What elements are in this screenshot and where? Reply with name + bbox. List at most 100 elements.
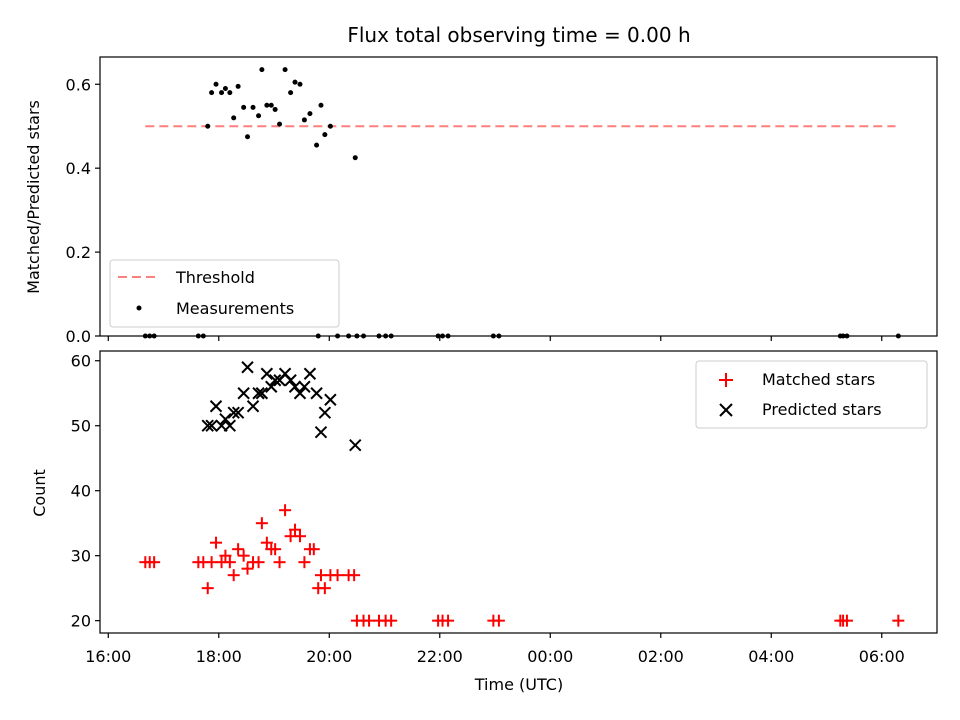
top-y-tick-label: 0.4 xyxy=(66,159,91,178)
measurement-point xyxy=(227,90,233,96)
measurement-point xyxy=(352,155,358,161)
predicted-star-point xyxy=(318,406,332,419)
top-legend: Threshold Measurements xyxy=(109,259,340,328)
matched-stars-points xyxy=(139,504,905,627)
matched-star-point xyxy=(385,614,398,627)
bottom-x-tick-label: 06:00 xyxy=(859,647,905,666)
x-axis-label: Time (UTC) xyxy=(474,675,563,694)
bottom-x-tick-label: 18:00 xyxy=(196,647,242,666)
measurement-point xyxy=(241,104,247,110)
legend-measurements-label: Measurements xyxy=(176,299,294,318)
measurement-point xyxy=(235,83,241,89)
matched-star-point xyxy=(227,569,240,582)
predicted-star-point xyxy=(324,393,337,406)
predicted-star-point xyxy=(223,419,237,432)
measurement-point xyxy=(318,102,324,108)
legend-threshold-label: Threshold xyxy=(175,268,255,287)
bottom-panel: 20 30 40 50 60 16:00 18:00 20:00 22:00 00:00 02:0… xyxy=(30,350,938,694)
top-y-axis-label: Matched/Predicted stars xyxy=(24,100,43,294)
top-y-tick-label: 0.6 xyxy=(66,75,91,94)
measurement-point xyxy=(288,90,294,96)
matched-star-point xyxy=(237,549,250,562)
predicted-star-point xyxy=(255,387,269,400)
measurement-point xyxy=(268,102,274,108)
matched-star-point xyxy=(289,523,302,536)
predicted-star-point xyxy=(205,419,218,432)
bottom-y-tick-label: 60 xyxy=(71,352,91,371)
predicted-star-point xyxy=(265,380,278,393)
predicted-star-point xyxy=(219,413,232,426)
predicted-star-point xyxy=(284,374,297,387)
top-y-tick-label: 0.2 xyxy=(66,243,91,262)
measurement-point xyxy=(292,79,298,85)
measurement-point xyxy=(297,81,303,87)
bottom-x-tick-label: 22:00 xyxy=(417,647,463,666)
matched-star-point xyxy=(201,582,214,595)
measurement-point xyxy=(301,117,307,123)
measurement-point xyxy=(322,132,328,138)
bottom-x-tick-label: 02:00 xyxy=(638,647,684,666)
matched-star-point xyxy=(348,569,361,582)
predicted-star-point xyxy=(314,426,328,439)
top-y-ticks: 0.0 0.2 0.4 0.6 xyxy=(66,75,100,346)
matched-star-point xyxy=(210,536,223,549)
matched-star-point xyxy=(840,614,853,627)
predicted-star-point xyxy=(227,406,240,419)
top-panel: 0.0 0.2 0.4 0.6 Matched/Predicted stars Thr… xyxy=(24,56,938,346)
bottom-x-ticks: 16:00 18:00 20:00 22:00 00:00 02:00 04:00 06:00 xyxy=(85,633,905,666)
legend-predicted-label: Predicted stars xyxy=(762,400,882,419)
matched-star-point xyxy=(318,582,331,595)
measurement-point xyxy=(256,113,262,119)
matched-star-point xyxy=(298,556,311,569)
matched-star-point xyxy=(269,543,282,556)
matched-star-point xyxy=(892,614,905,627)
predicted-star-point xyxy=(349,439,362,452)
predicted-star-point xyxy=(252,387,265,400)
bottom-x-tick-label: 20:00 xyxy=(306,647,352,666)
predicted-star-point xyxy=(241,361,254,374)
bottom-x-tick-label: 16:00 xyxy=(85,647,131,666)
measurement-point xyxy=(245,134,251,140)
predicted-star-point xyxy=(209,400,223,413)
top-axes-frame xyxy=(99,56,938,337)
measurement-point xyxy=(259,67,265,73)
measurement-point xyxy=(272,106,278,112)
matched-star-point xyxy=(219,549,232,562)
matched-star-point xyxy=(260,536,273,549)
matched-star-point xyxy=(223,556,236,569)
predicted-star-point xyxy=(310,387,323,400)
bottom-y-ticks: 20 30 40 50 60 xyxy=(71,352,100,631)
measurement-point xyxy=(231,115,237,121)
predicted-star-point xyxy=(303,367,317,380)
matched-star-point xyxy=(252,556,265,569)
measurement-point xyxy=(219,90,225,96)
bottom-y-tick-label: 20 xyxy=(71,612,91,631)
measurement-point xyxy=(327,123,333,129)
top-legend-box xyxy=(109,259,340,328)
bottom-y-tick-label: 40 xyxy=(71,482,91,501)
bottom-axes-frame xyxy=(99,350,938,634)
measurement-point xyxy=(307,111,313,117)
bottom-y-axis-label: Count xyxy=(30,469,49,517)
matched-star-point xyxy=(442,614,455,627)
measurement-point xyxy=(205,123,211,129)
measurement-point xyxy=(277,121,283,127)
bottom-legend: Matched stars Predicted stars xyxy=(695,360,928,429)
bottom-y-tick-label: 30 xyxy=(71,547,91,566)
predicted-star-point xyxy=(231,406,245,419)
measurement-point xyxy=(222,85,228,91)
bottom-x-tick-label: 00:00 xyxy=(527,647,573,666)
top-y-tick-label: 0.0 xyxy=(66,327,91,346)
matched-star-point xyxy=(232,543,245,556)
predicted-star-point xyxy=(298,380,311,393)
matched-star-point xyxy=(293,530,306,543)
measurement-point xyxy=(282,67,288,73)
measurement-point xyxy=(209,90,215,96)
legend-predicted-swatch xyxy=(719,403,733,417)
legend-measurement-swatch xyxy=(136,305,142,311)
measurement-point xyxy=(264,102,270,108)
predicted-star-point xyxy=(201,419,214,432)
predicted-star-point xyxy=(288,380,302,393)
